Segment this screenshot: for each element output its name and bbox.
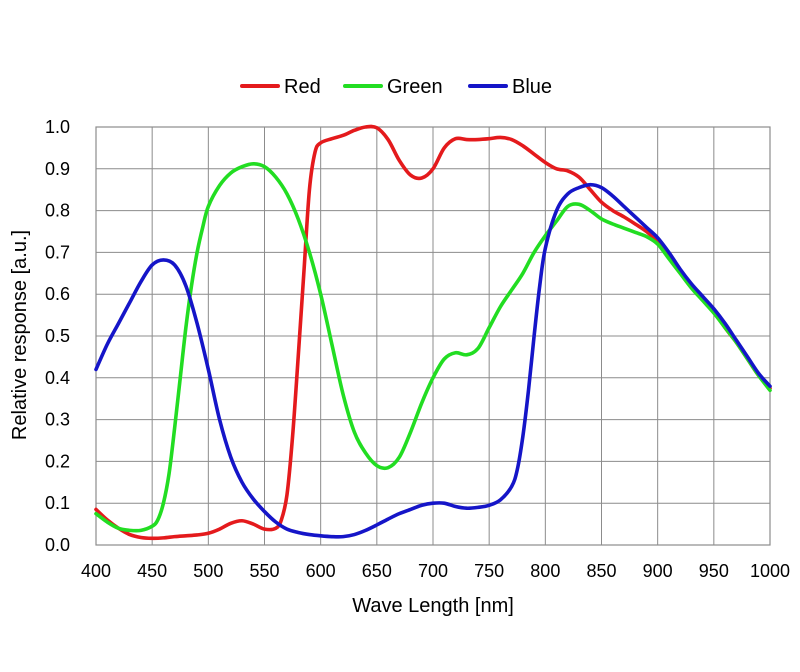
x-tick-label: 900	[643, 561, 673, 581]
series-layer	[94, 124, 772, 541]
legend-label-green: Green	[387, 76, 443, 98]
x-tick-label: 950	[699, 561, 729, 581]
x-tick-label: 750	[474, 561, 504, 581]
x-tick-label: 400	[81, 561, 111, 581]
y-tick-label: 0.8	[45, 201, 70, 221]
series-line-red	[94, 124, 772, 541]
y-axis-label: Relative response [a.u.]	[9, 230, 31, 440]
x-tick-label: 450	[137, 561, 167, 581]
x-axis-label: Wave Length [nm]	[352, 595, 514, 617]
y-tick-label: 0.0	[45, 535, 70, 555]
x-tick-label: 650	[362, 561, 392, 581]
legend: Red Green Blue	[240, 76, 552, 98]
legend-label-blue: Blue	[512, 76, 552, 98]
x-tick-label: 850	[586, 561, 616, 581]
y-tick-label: 0.7	[45, 242, 70, 262]
x-tick-label: 500	[193, 561, 223, 581]
y-tick-label: 0.3	[45, 410, 70, 430]
x-axis-ticks: 400 450 500 550 600 650 700 750 800 850 900 950 1000	[81, 561, 790, 581]
y-tick-label: 0.4	[45, 368, 70, 388]
series-line-green	[94, 161, 772, 533]
y-tick-label: 0.9	[45, 159, 70, 179]
series-line-blue	[94, 182, 772, 539]
y-tick-label: 0.2	[45, 451, 70, 471]
y-axis-ticks: 0.0 0.1 0.2 0.3 0.4 0.5 0.6 0.7 0.8 0.9 1.0	[45, 117, 70, 555]
x-tick-label: 550	[249, 561, 279, 581]
y-tick-label: 0.5	[45, 326, 70, 346]
plot-area-border	[95, 126, 771, 546]
y-tick-label: 0.6	[45, 284, 70, 304]
x-tick-label: 700	[418, 561, 448, 581]
legend-label-red: Red	[284, 76, 321, 98]
x-tick-label: 600	[306, 561, 336, 581]
grid-lines	[95, 126, 771, 546]
x-tick-label: 1000	[750, 561, 790, 581]
y-tick-label: 1.0	[45, 117, 70, 137]
y-tick-label: 0.1	[45, 493, 70, 513]
x-tick-label: 800	[530, 561, 560, 581]
